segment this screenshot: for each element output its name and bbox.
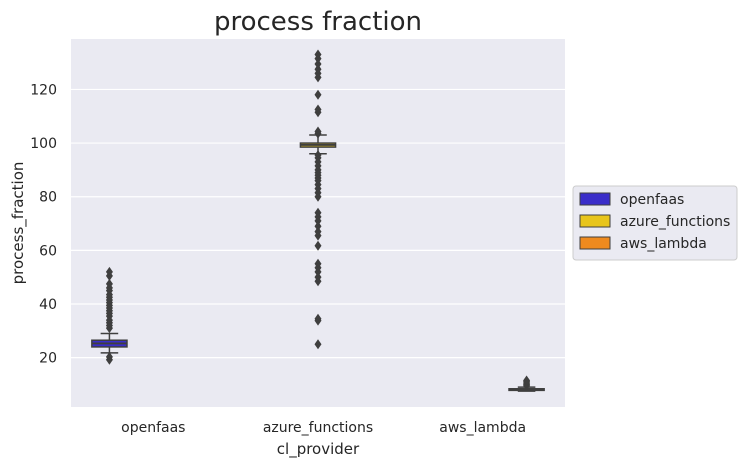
legend-swatch-aws_lambda xyxy=(579,236,611,250)
y-tick-label: 40 xyxy=(39,297,57,313)
box-openfaas xyxy=(91,266,128,365)
box-aws_lambda xyxy=(508,375,545,392)
outlier-point xyxy=(105,266,113,277)
legend-items: openfaas azure_functions aws_lambda xyxy=(579,192,730,252)
legend-frame xyxy=(572,185,738,261)
outlier-point xyxy=(105,351,113,362)
y-axis-label: process_fraction xyxy=(9,162,28,285)
outlier-point xyxy=(314,104,322,115)
outlier-point xyxy=(314,89,322,100)
outlier-point xyxy=(314,258,322,269)
y-tick-label: 100 xyxy=(30,136,57,152)
y-tick-label: 20 xyxy=(39,351,57,367)
outlier-point xyxy=(314,272,322,283)
x-tick-label: aws_lambda xyxy=(439,420,526,436)
y-tick-label: 80 xyxy=(39,190,57,206)
box-azure_functions xyxy=(299,49,337,350)
x-tick-label: azure_functions xyxy=(263,420,373,436)
outlier-point xyxy=(523,375,531,386)
y-tick-label: 60 xyxy=(39,243,57,259)
outlier-point xyxy=(314,49,322,60)
outlier-point xyxy=(314,226,322,237)
chart-title: process fraction xyxy=(214,7,422,37)
x-axis-label: cl_provider xyxy=(277,440,360,459)
outlier-point xyxy=(314,64,322,75)
legend-swatch-openfaas xyxy=(579,192,611,206)
x-tick-label: openfaas xyxy=(121,420,185,436)
outlier-point xyxy=(314,339,322,350)
outlier-point xyxy=(314,207,322,218)
legend-label-aws_lambda: aws_lambda xyxy=(620,236,707,252)
outlier-point xyxy=(314,313,322,324)
outlier-point xyxy=(105,278,113,289)
x-tick-labels: openfaas azure_functions aws_lambda xyxy=(121,420,526,436)
outlier-point xyxy=(314,240,322,251)
legend-label-azure_functions: azure_functions xyxy=(620,214,730,230)
y-tick-labels: 20 40 60 80 100 120 xyxy=(30,82,57,366)
legend-swatch-azure_functions xyxy=(579,214,611,228)
outlier-point xyxy=(314,150,322,161)
legend: openfaas azure_functions aws_lambda xyxy=(572,185,738,261)
outlier-point xyxy=(314,221,322,232)
y-tick-label: 120 xyxy=(30,82,57,98)
outlier-point xyxy=(314,58,322,69)
legend-label-openfaas: openfaas xyxy=(620,192,684,208)
outlier-point xyxy=(314,126,322,137)
boxes xyxy=(91,49,545,392)
